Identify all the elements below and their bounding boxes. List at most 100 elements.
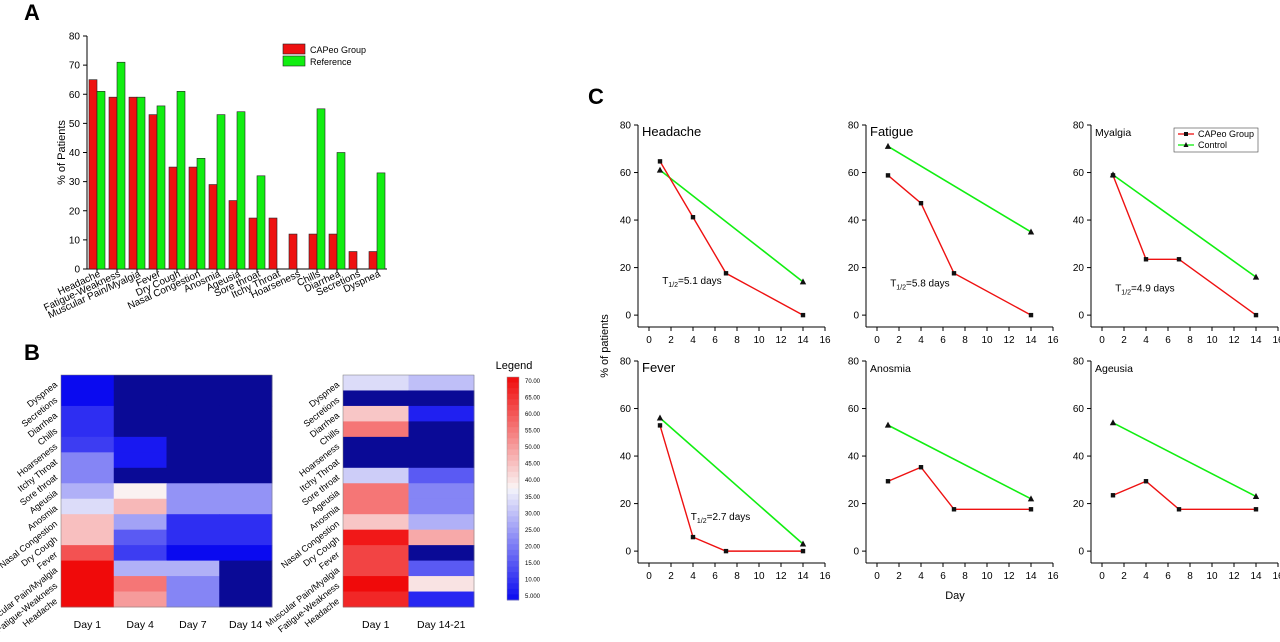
heatmap-left-cell (113, 576, 167, 592)
heatmap-left-cell (219, 498, 273, 515)
y-tick-label: 20 (848, 263, 860, 274)
colorbar-tick-label: 40.00 (525, 478, 541, 484)
marker-capeo (657, 423, 663, 428)
colorbar-tick-label: 60.00 (525, 412, 541, 418)
series-line-capeo (659, 161, 804, 316)
x-tick-label: 0 (646, 571, 652, 582)
x-tick-label: 2 (896, 335, 902, 346)
heatmap-left-cell (113, 483, 167, 500)
x-tick-label: 4 (690, 335, 696, 346)
y-tick-label: 60 (848, 168, 860, 179)
colorbar-segment (507, 382, 519, 389)
heatmap-left-cell (113, 514, 167, 531)
heatmap-right-cell (408, 529, 475, 546)
heatmap-left-cell (113, 405, 167, 422)
colorbar-segment (507, 488, 519, 495)
heatmap-left-cell (113, 560, 167, 577)
heatmap-left-cell (219, 390, 273, 407)
series-line-control (659, 417, 804, 545)
colorbar-segment (507, 443, 519, 450)
colorbar-segment (507, 455, 519, 462)
y-tick-label: 0 (625, 547, 631, 558)
heatmap-right-frame (342, 374, 475, 608)
heatmap-left-column-label: Day 14 (229, 619, 262, 631)
heatmap-left-cell (166, 436, 220, 453)
x-tick-label: 8 (1187, 335, 1193, 346)
marker-capeo (723, 548, 729, 554)
x-tick-label: 6 (940, 335, 946, 346)
series-line-capeo (659, 425, 803, 552)
heatmap-left-column-label: Day 4 (126, 619, 154, 631)
y-tick-label: 40 (69, 148, 81, 159)
marker-capeo (1110, 173, 1116, 178)
y-axis-title: % of Patients (56, 120, 68, 185)
heatmap-left-cell (61, 436, 115, 453)
marker-capeo (1143, 479, 1149, 484)
colorbar-segment (507, 560, 519, 567)
heatmap-left-cell (61, 591, 115, 608)
marker-capeo (885, 479, 891, 484)
marker-control (799, 540, 807, 547)
panel-title: Anosmia (870, 363, 911, 375)
colorbar-tick-label: 55.00 (525, 429, 541, 435)
legend-swatch (282, 43, 306, 55)
heatmap-right-cell (408, 452, 475, 469)
colorbar-segment (507, 505, 519, 512)
y-tick-label: 20 (1073, 499, 1085, 510)
heatmap-left-cell (113, 498, 167, 515)
x-tick-label: 16 (1272, 335, 1280, 346)
bar (248, 217, 258, 270)
x-tick-label: 12 (1228, 335, 1240, 346)
heatmap-left-cell (219, 452, 273, 469)
line-panel-fever: 0 20 40 60 80 0 2 4 6 8 10 12 14 16 Fever T1/2=2.7 days (620, 357, 831, 583)
bar (308, 233, 318, 270)
heatmap-left-cell (113, 452, 167, 469)
heatmap-left-cell (61, 498, 115, 515)
heatmap-left-cell (61, 576, 115, 592)
heatmap-left-cell (113, 436, 167, 453)
legend-label-capeo: CAPeo Group (1198, 129, 1254, 139)
colorbar-segment (507, 471, 519, 478)
heatmap-right-cell (343, 483, 409, 500)
heatmap-left-cell (166, 405, 220, 422)
legend-marker-capeo (1184, 132, 1188, 136)
marker-capeo (800, 548, 806, 554)
bar (136, 96, 146, 270)
marker-capeo (1253, 507, 1259, 512)
colorbar-segment (507, 438, 519, 445)
y-tick-label: 40 (848, 452, 860, 463)
colorbar-segment (507, 549, 519, 556)
y-tick-label: 80 (69, 32, 81, 43)
heatmap-left-cell (166, 483, 220, 500)
heatmap-right-cell (343, 436, 409, 453)
y-tick-label: 60 (1073, 168, 1085, 179)
bar (188, 166, 198, 270)
y-tick-label: 60 (69, 90, 81, 101)
y-tick-label: 80 (848, 357, 860, 368)
heatmap-left-cell (61, 545, 115, 561)
colorbar-tick-label: 50.00 (525, 445, 541, 451)
colorbar-tick-label: 70.00 (525, 379, 541, 385)
bar (176, 91, 186, 270)
heatmap-left-cell (61, 467, 115, 484)
y-tick-label: 80 (1073, 357, 1085, 368)
colorbar-segment (507, 588, 519, 595)
x-tick-label: 14 (797, 571, 809, 582)
heatmap-left-cell (219, 436, 273, 453)
bar (336, 152, 346, 270)
colorbar-segment (507, 388, 519, 395)
heatmap-symptom-progression: DyspneaSecretionsDiarrheaChillsHoarsenes… (0, 360, 541, 634)
bar (228, 200, 238, 270)
heatmap-left-frame (60, 374, 273, 608)
colorbar-segment (507, 399, 519, 406)
colorbar-segment (507, 449, 519, 456)
colorbar-segment (507, 421, 519, 428)
colorbar-segment (507, 427, 519, 434)
x-tick-label: 8 (962, 335, 968, 346)
x-tick-label: 12 (775, 571, 787, 582)
colorbar-segment (507, 482, 519, 489)
y-tick-label: 70 (69, 61, 81, 72)
heatmap-right-cell (343, 390, 409, 407)
x-tick-label: 0 (646, 335, 652, 346)
